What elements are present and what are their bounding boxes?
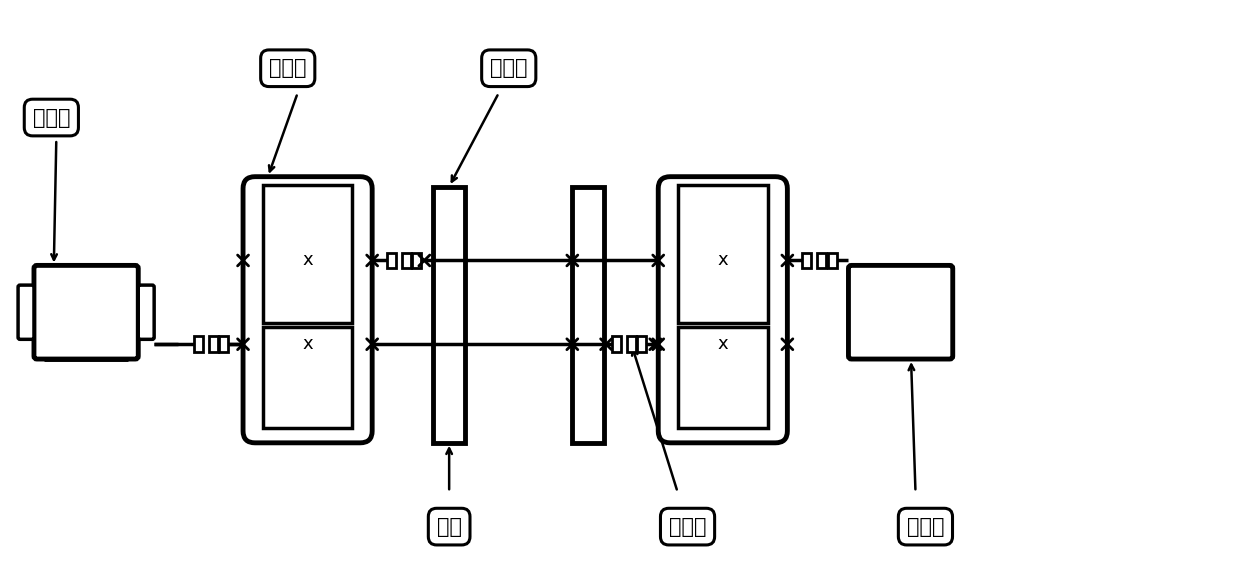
Bar — [637, 336, 646, 352]
Bar — [613, 336, 621, 352]
Text: 主动轮: 主动轮 — [490, 58, 527, 78]
Bar — [678, 327, 768, 428]
Bar — [219, 336, 228, 352]
Bar — [193, 336, 203, 352]
Bar — [208, 336, 218, 352]
Text: 发电机: 发电机 — [906, 517, 944, 536]
Text: x: x — [718, 335, 728, 353]
FancyBboxPatch shape — [138, 285, 154, 339]
Text: 电动机: 电动机 — [32, 108, 71, 128]
Text: 轨道轮: 轨道轮 — [668, 517, 707, 536]
Bar — [817, 253, 826, 269]
Bar — [678, 185, 768, 323]
Text: x: x — [718, 252, 728, 270]
Text: 轴承: 轴承 — [436, 517, 461, 536]
Bar — [263, 185, 352, 323]
Bar — [573, 187, 604, 443]
Bar — [387, 253, 396, 269]
FancyBboxPatch shape — [19, 285, 33, 339]
Bar — [402, 253, 410, 269]
FancyBboxPatch shape — [33, 266, 138, 359]
Bar — [413, 253, 422, 269]
Bar — [433, 187, 465, 443]
Bar — [263, 327, 352, 428]
Bar — [827, 253, 837, 269]
Bar — [627, 336, 636, 352]
Text: 齿轮箱: 齿轮箱 — [269, 58, 306, 78]
FancyBboxPatch shape — [243, 177, 372, 443]
FancyBboxPatch shape — [658, 177, 787, 443]
Text: x: x — [303, 335, 312, 353]
Text: x: x — [303, 252, 312, 270]
FancyBboxPatch shape — [848, 266, 952, 359]
Bar — [802, 253, 811, 269]
